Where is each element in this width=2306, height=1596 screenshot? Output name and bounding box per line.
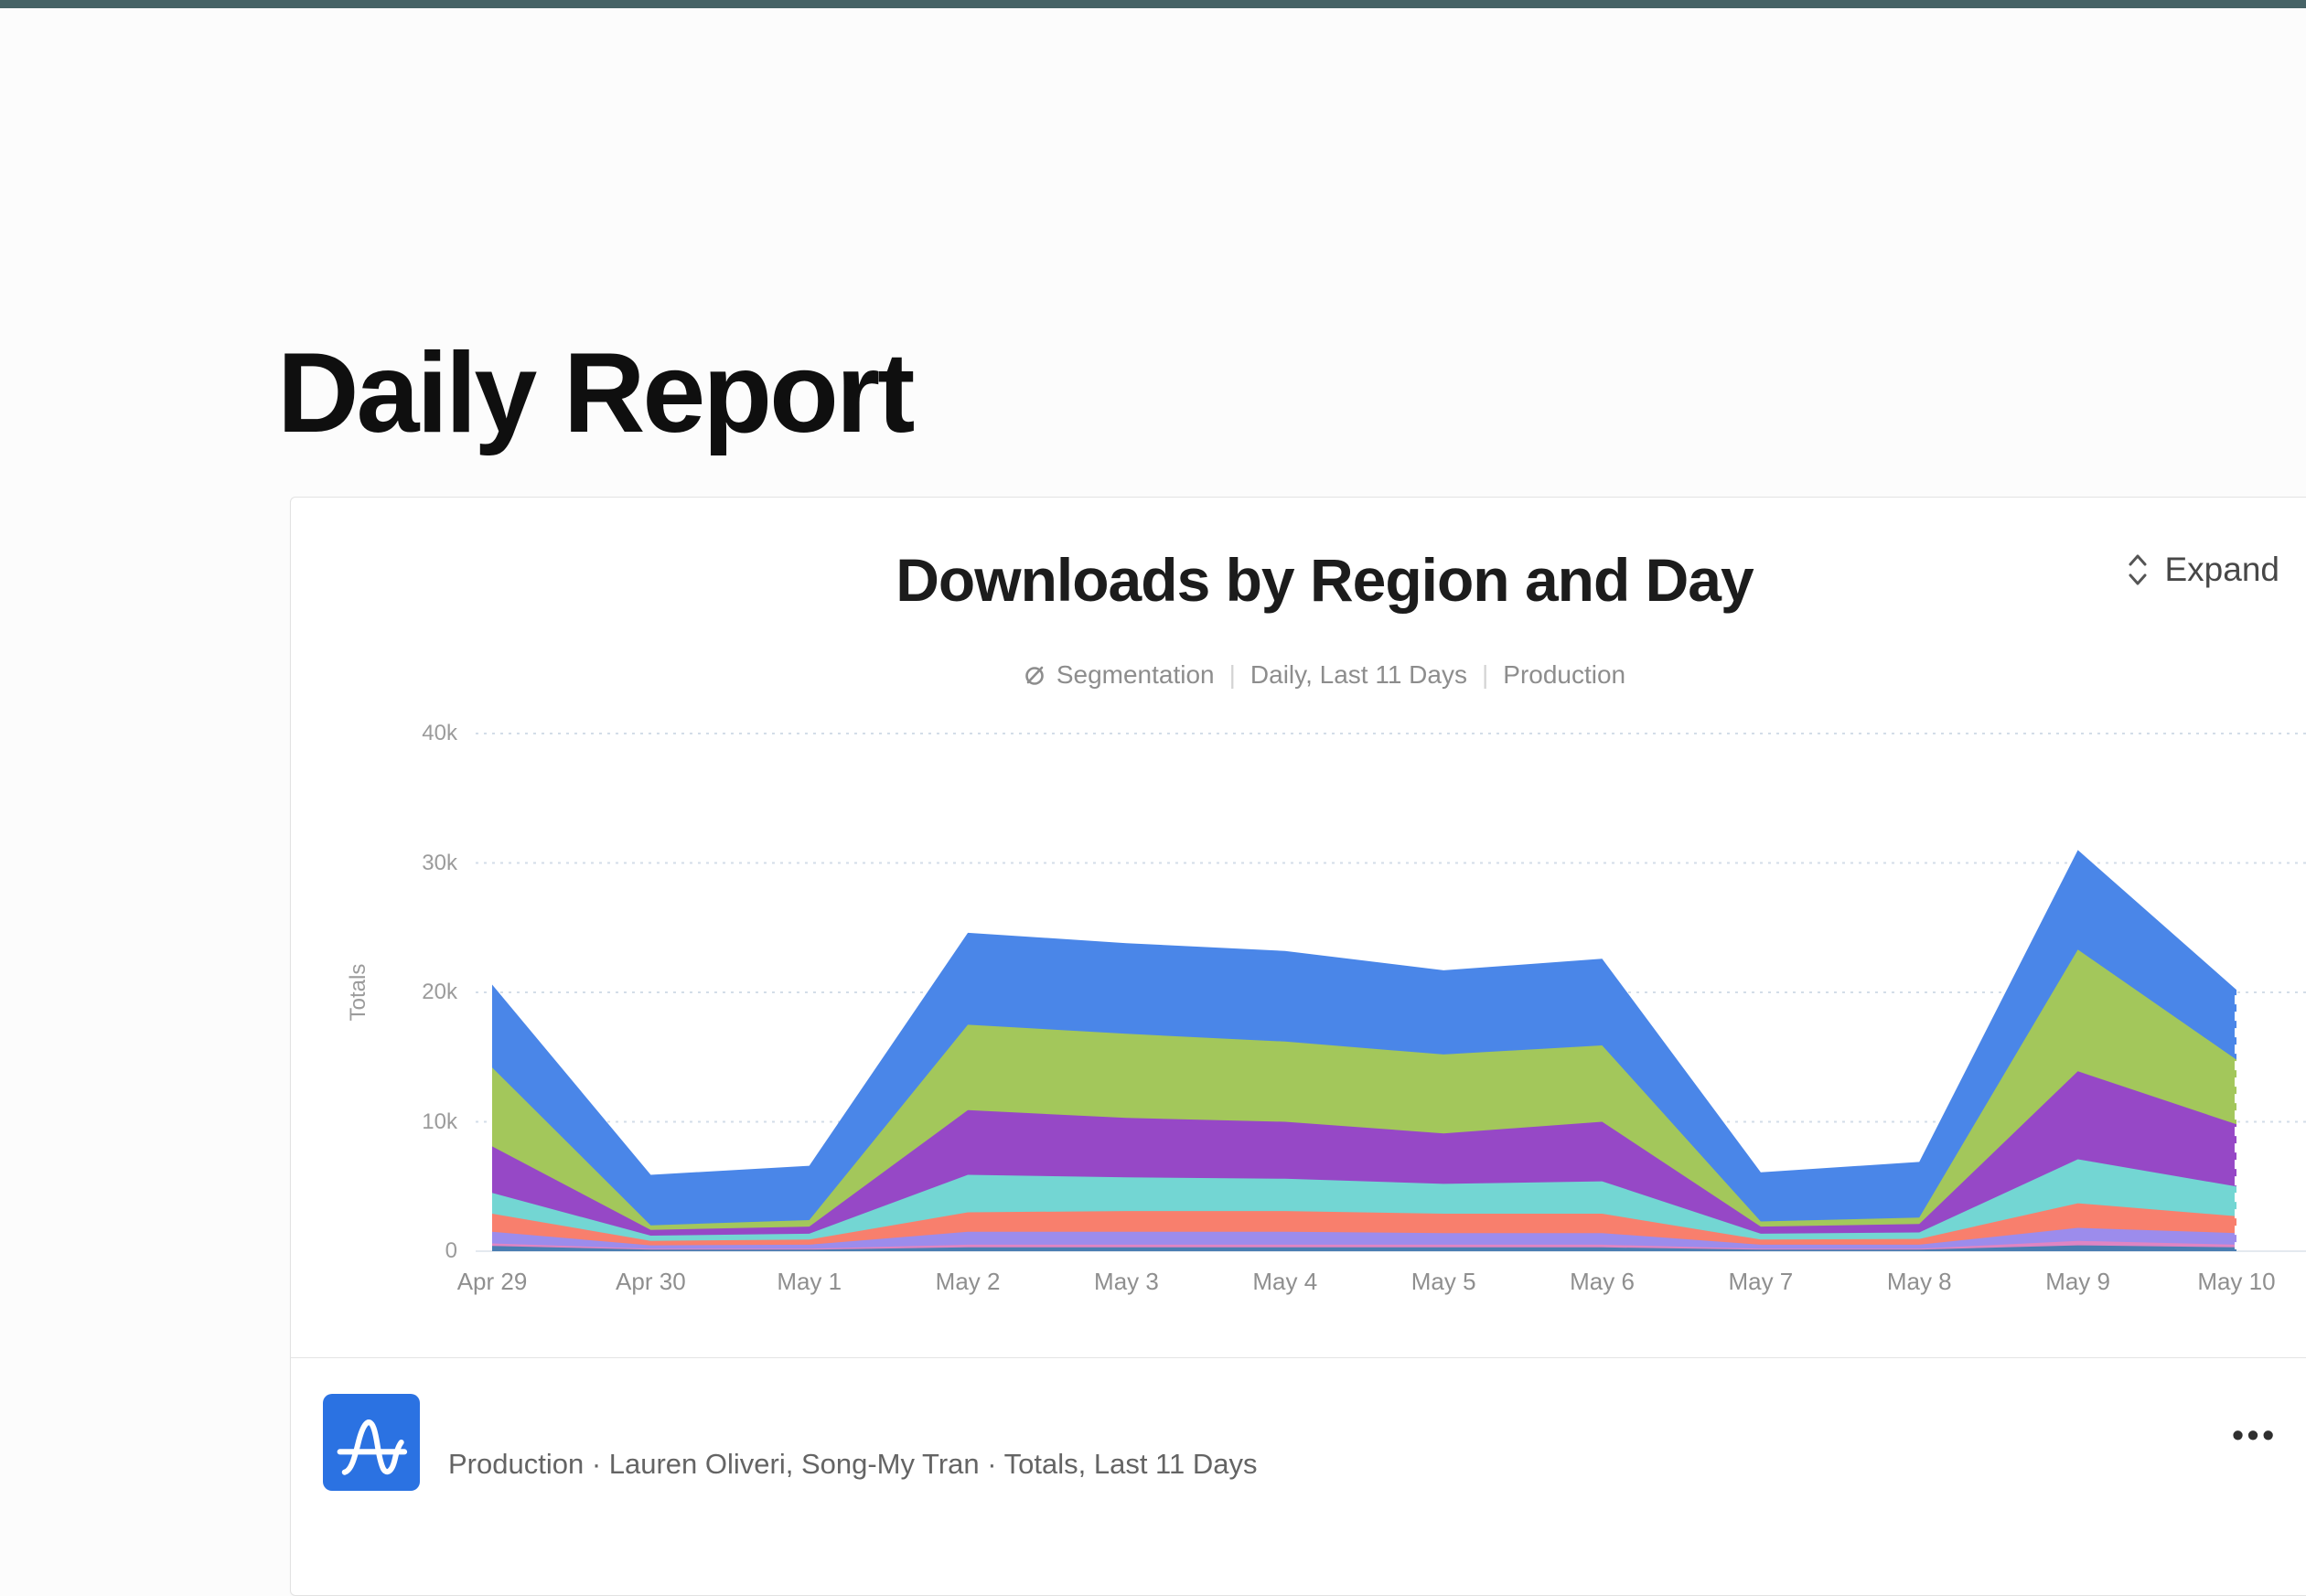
- chart-card: Downloads by Region and Day Segmentation…: [290, 497, 2306, 1596]
- environment-label: Production: [1503, 660, 1626, 689]
- expand-icon: [2123, 552, 2152, 587]
- expand-button[interactable]: Expand: [2123, 551, 2280, 589]
- expand-label: Expand: [2164, 551, 2280, 588]
- date-range-label: Daily, Last 11 Days: [1250, 660, 1467, 689]
- more-options-icon[interactable]: •••: [2232, 1416, 2278, 1453]
- chart-source-breadcrumb: Production · Lauren Oliveri, Song-My Tra…: [448, 1448, 1258, 1480]
- chart-subtitle: Segmentation | Daily, Last 11 Days | Pro…: [291, 660, 2306, 690]
- subtitle-separator: |: [1481, 660, 1489, 689]
- amplitude-logo-icon: [323, 1394, 420, 1491]
- segmentation-icon: [1024, 663, 1047, 687]
- page-title: Daily Report: [277, 330, 915, 457]
- chart-type-badge: Segmentation: [1024, 660, 1215, 690]
- top-accent-bar: [0, 0, 2306, 8]
- chart-type-label: Segmentation: [1056, 660, 1215, 689]
- card-footer: Production · Lauren Oliveri, Song-My Tra…: [291, 1357, 2306, 1596]
- chart-title: Downloads by Region and Day: [896, 546, 1754, 614]
- subtitle-separator: |: [1228, 660, 1236, 689]
